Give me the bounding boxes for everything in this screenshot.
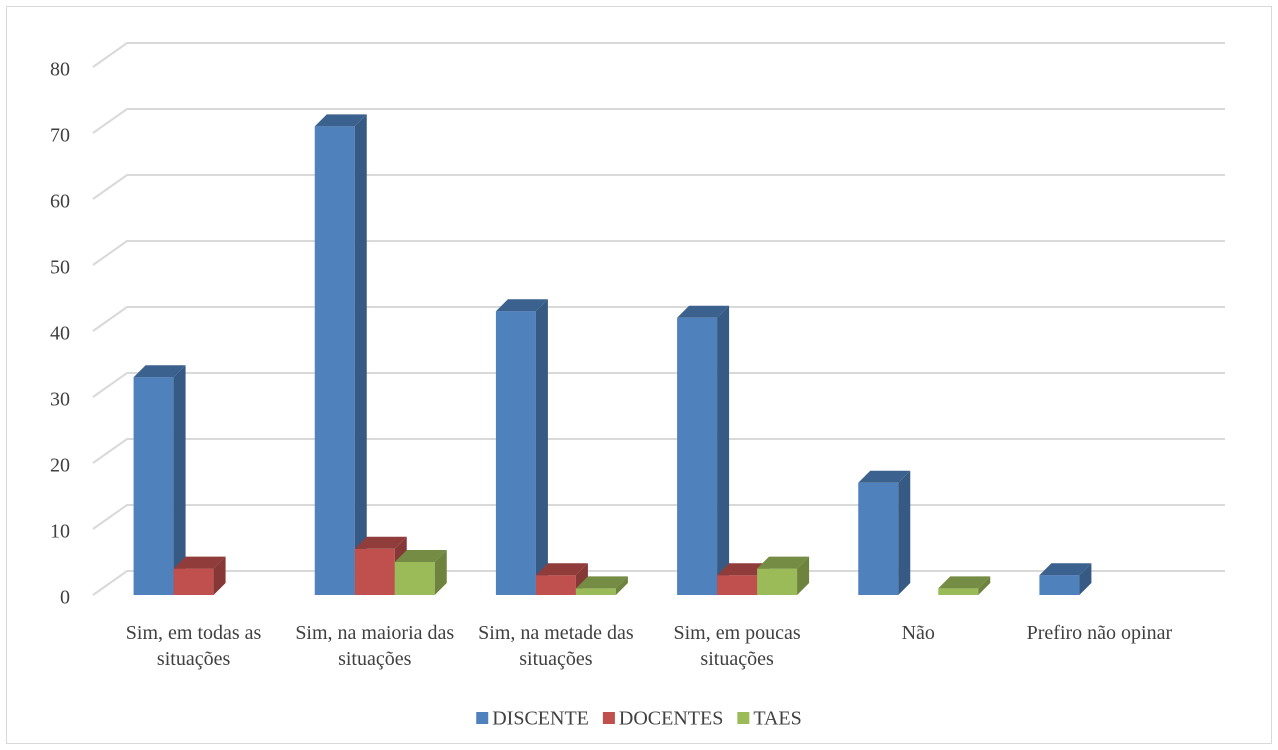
bar-top bbox=[1039, 563, 1092, 576]
bar-side bbox=[797, 556, 810, 595]
bar-side bbox=[213, 556, 226, 595]
bar-top bbox=[575, 576, 628, 589]
bar-front bbox=[314, 126, 355, 596]
y-tick-label: 60 bbox=[50, 191, 70, 213]
bar-top bbox=[535, 563, 588, 576]
x-tick-label: Não bbox=[901, 622, 935, 644]
x-tick-label: Prefiro não opinar bbox=[1026, 622, 1173, 644]
y-tick-label: 50 bbox=[50, 257, 70, 279]
x-tick-label: Sim, na maioria das situações bbox=[295, 622, 455, 670]
legend-label: DOCENTES bbox=[619, 708, 723, 730]
bar-top bbox=[495, 299, 548, 312]
bar-front bbox=[354, 548, 395, 595]
legend-swatch bbox=[602, 712, 615, 724]
bar-top bbox=[354, 536, 407, 549]
grid-line bbox=[92, 438, 1225, 464]
y-tick-label: 30 bbox=[50, 389, 70, 411]
legend-swatch bbox=[737, 712, 750, 724]
legend-swatch bbox=[476, 712, 489, 724]
bar bbox=[938, 576, 991, 595]
bar-top bbox=[133, 365, 186, 378]
bar-top bbox=[677, 305, 730, 318]
bar bbox=[535, 563, 588, 595]
legend-label: DISCENTE bbox=[492, 708, 589, 730]
grid-line bbox=[92, 306, 1225, 332]
bar-front bbox=[677, 317, 718, 595]
bar-top bbox=[757, 556, 810, 569]
y-tick-label: 80 bbox=[50, 59, 70, 81]
bar-top bbox=[938, 576, 991, 589]
grid-line bbox=[92, 42, 1225, 68]
y-tick-label: 70 bbox=[50, 125, 70, 147]
bar-side bbox=[434, 550, 447, 595]
x-tick-label: Sim, em poucas situações bbox=[673, 622, 801, 670]
legend: DISCENTE DOCENTES TAES bbox=[476, 708, 802, 730]
grid-line bbox=[92, 174, 1225, 200]
bar-side bbox=[535, 299, 548, 595]
bar bbox=[394, 550, 447, 595]
grid-line bbox=[92, 372, 1225, 398]
bar bbox=[173, 556, 226, 595]
bar bbox=[314, 114, 367, 596]
bar-top bbox=[394, 550, 447, 562]
bar-front bbox=[535, 575, 576, 595]
bar-front bbox=[133, 377, 174, 595]
bar-front bbox=[757, 568, 798, 595]
x-tick-label: Sim, na metade das situações bbox=[478, 622, 634, 670]
bar-front bbox=[938, 588, 979, 595]
chart-border bbox=[6, 6, 1272, 744]
bar-top bbox=[173, 556, 226, 569]
bar bbox=[1039, 563, 1092, 595]
bar-side bbox=[173, 365, 186, 595]
bar bbox=[757, 556, 810, 595]
legend-label: TAES bbox=[753, 708, 801, 730]
y-tick-label: 10 bbox=[50, 521, 70, 543]
bar-side bbox=[898, 470, 911, 595]
grid-line bbox=[92, 240, 1225, 266]
bar bbox=[495, 299, 548, 595]
x-tick-label: Sim, em todas as situações bbox=[125, 622, 262, 670]
bar-front bbox=[495, 311, 536, 595]
bar-front bbox=[575, 588, 616, 595]
bar-front bbox=[717, 575, 758, 595]
bar-side bbox=[615, 576, 628, 595]
bar-top bbox=[314, 114, 367, 127]
bar-side bbox=[354, 114, 367, 596]
bar-front bbox=[173, 568, 214, 595]
y-tick-label: 0 bbox=[60, 587, 70, 609]
bar-top bbox=[858, 470, 911, 483]
y-tick-label: 40 bbox=[50, 323, 70, 345]
bar bbox=[858, 470, 911, 595]
bar bbox=[575, 576, 628, 595]
bar bbox=[677, 305, 730, 595]
bar-top bbox=[717, 563, 770, 576]
bar-front bbox=[394, 562, 435, 595]
grid-line bbox=[92, 108, 1225, 134]
bar bbox=[133, 365, 186, 595]
bar-front bbox=[858, 482, 899, 595]
y-tick-label: 20 bbox=[50, 455, 70, 477]
bar-side bbox=[717, 305, 730, 595]
bar-side bbox=[978, 576, 991, 595]
bar-front bbox=[1039, 575, 1080, 595]
bar-side bbox=[1079, 563, 1092, 595]
